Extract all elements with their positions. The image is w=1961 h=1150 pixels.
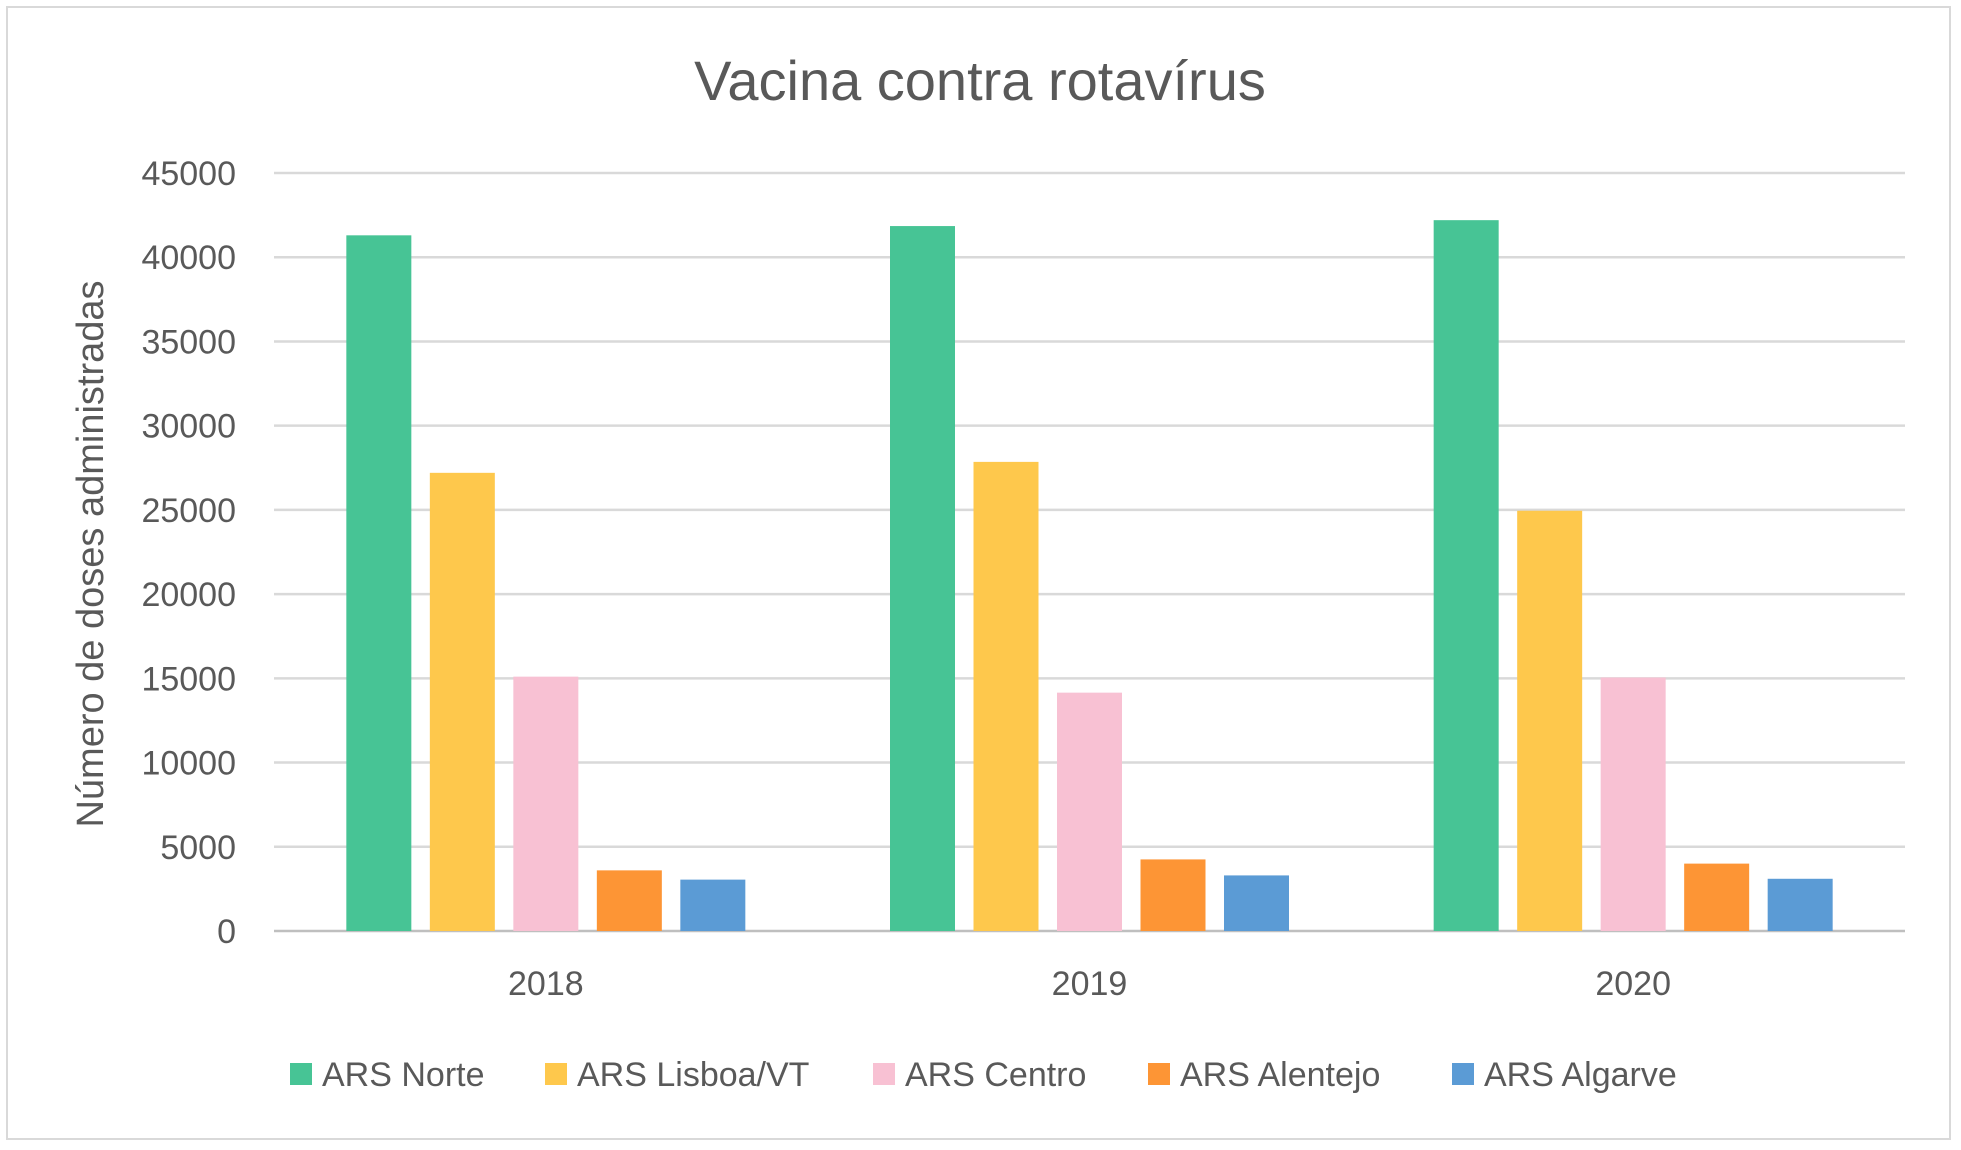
x-tick-label: 2018 <box>508 965 584 1003</box>
y-tick-label: 45000 <box>141 155 236 193</box>
legend-swatch <box>873 1063 895 1085</box>
chart-title: Vacina contra rotavírus <box>694 49 1266 112</box>
x-tick-label: 2020 <box>1595 965 1671 1003</box>
legend-swatch <box>545 1063 567 1085</box>
y-axis-tick-labels: 0 5000 10000 15000 20000 25000 30000 35000 40000… <box>141 155 236 951</box>
legend-swatch <box>290 1063 312 1085</box>
legend-label: ARS Alentejo <box>1180 1056 1380 1094</box>
y-tick-label: 15000 <box>141 660 236 698</box>
legend-swatch <box>1148 1063 1170 1085</box>
legend-item-ars-algarve: ARS Algarve <box>1452 1056 1677 1094</box>
legend-item-ars-alentejo: ARS Alentejo <box>1148 1056 1380 1094</box>
bar-ars-lisboa-vt-2019 <box>973 461 1039 931</box>
bar-ars-centro-2020 <box>1600 677 1666 931</box>
bar-ars-algarve-2018 <box>680 879 746 931</box>
legend: ARS Norte ARS Lisboa/VT ARS Centro ARS Alen… <box>290 1056 1677 1094</box>
legend-label: ARS Algarve <box>1484 1056 1677 1094</box>
legend-label: ARS Norte <box>322 1056 485 1094</box>
x-tick-label: 2019 <box>1052 965 1128 1003</box>
y-tick-label: 35000 <box>141 323 236 361</box>
legend-item-ars-lisboa-vt: ARS Lisboa/VT <box>545 1056 809 1094</box>
bar-ars-centro-2019 <box>1057 692 1122 931</box>
y-tick-label: 20000 <box>141 576 236 614</box>
legend-item-ars-centro: ARS Centro <box>873 1056 1086 1094</box>
bar-ars-alentejo-2019 <box>1140 859 1206 931</box>
legend-item-ars-norte: ARS Norte <box>290 1056 485 1094</box>
bar-ars-lisboa-vt-2020 <box>1517 510 1583 931</box>
y-tick-label: 40000 <box>141 239 236 277</box>
y-tick-label: 10000 <box>141 745 236 783</box>
bar-ars-norte-2020 <box>1433 220 1499 932</box>
bar-ars-norte-2019 <box>890 226 955 931</box>
bar-ars-alentejo-2020 <box>1684 863 1750 931</box>
bar-ars-algarve-2020 <box>1767 878 1833 931</box>
y-axis-title: Número de doses administradas <box>70 280 112 827</box>
bar-ars-centro-2018 <box>513 676 579 931</box>
legend-label: ARS Centro <box>905 1056 1086 1094</box>
bar-ars-norte-2018 <box>346 235 412 931</box>
bar-ars-alentejo-2018 <box>596 870 662 931</box>
legend-swatch <box>1452 1063 1474 1085</box>
y-tick-label: 5000 <box>160 829 236 867</box>
bar-ars-algarve-2019 <box>1224 875 1289 931</box>
legend-label: ARS Lisboa/VT <box>577 1056 809 1094</box>
y-tick-label: 25000 <box>141 492 236 530</box>
bars <box>346 220 1833 932</box>
x-axis-tick-labels: 2018 2019 2020 <box>508 965 1671 1003</box>
y-tick-label: 30000 <box>141 408 236 446</box>
y-tick-label: 0 <box>217 913 236 951</box>
bar-ars-lisboa-vt-2018 <box>429 472 495 931</box>
